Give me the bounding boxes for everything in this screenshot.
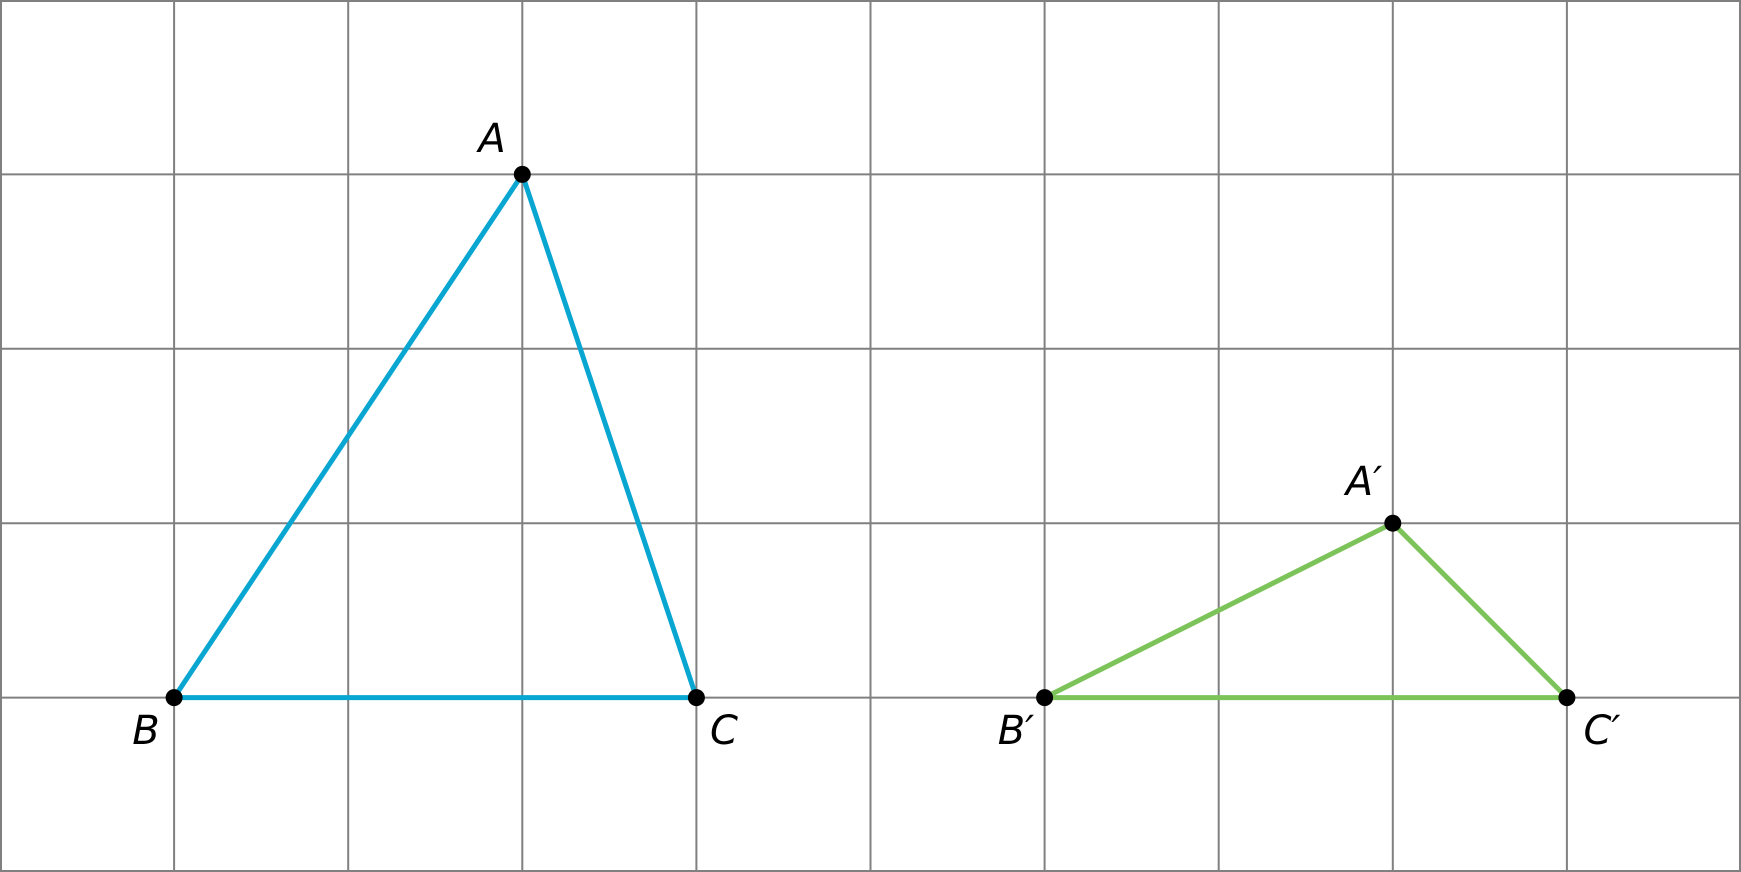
point: [1036, 689, 1054, 707]
triangle-abc: [171, 171, 699, 701]
point: [165, 689, 183, 707]
point: [687, 689, 705, 707]
vertex-label: B: [132, 708, 159, 754]
vertex-label: C′: [1583, 708, 1620, 754]
vertex-label: C: [710, 708, 738, 754]
point: [1384, 514, 1402, 532]
vertex-label: B′: [998, 708, 1035, 754]
vertex-label: A: [475, 116, 505, 162]
point: [513, 165, 531, 183]
point: [1558, 689, 1576, 707]
triangle-abc-prime: [1042, 520, 1570, 701]
vertex-label: A′: [1343, 459, 1382, 505]
